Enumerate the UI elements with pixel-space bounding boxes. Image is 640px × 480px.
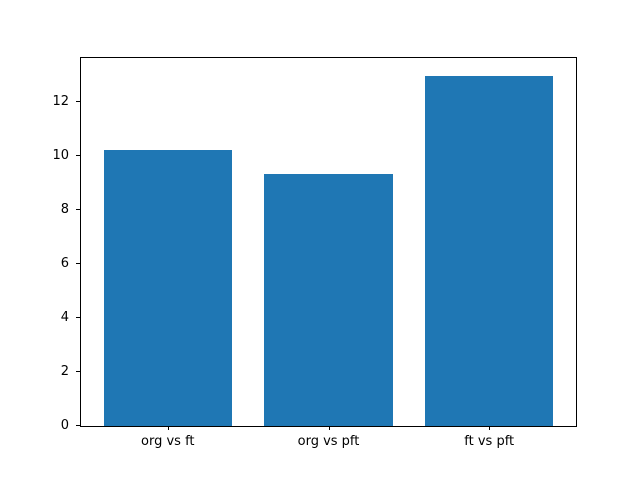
- y-tick-label: 12: [52, 94, 69, 110]
- y-axis-tick-mark: [76, 317, 80, 319]
- x-tick-label-org-vs-pft: org vs pft: [297, 434, 360, 449]
- bar-ft-vs-pft: [424, 75, 554, 426]
- plot-inner: 0 2 4 6 8 10 12 org vs ft org vs pft ft vs pft: [52, 58, 576, 449]
- plot-area: 0 2 4 6 8 10 12 org vs ft org vs pft ft vs pft: [52, 57, 577, 449]
- y-axis-tick-mark: [76, 263, 80, 265]
- x-axis-tick-mark: [489, 426, 491, 430]
- y-tick-label: 4: [60, 310, 69, 326]
- x-tick-label-org-vs-ft: org vs ft: [141, 434, 195, 449]
- x-axis-tick-mark: [328, 426, 330, 430]
- x-tick-label-ft-vs-pft: ft vs pft: [464, 434, 515, 449]
- bar-org-vs-pft: [264, 173, 393, 426]
- y-axis-tick-mark: [76, 371, 80, 373]
- bar-org-vs-ft: [103, 149, 233, 426]
- y-axis-tick-mark: [76, 209, 80, 211]
- y-axis-tick-mark: [76, 101, 80, 103]
- y-tick-label: 8: [60, 202, 69, 218]
- y-tick-label: 6: [60, 256, 69, 272]
- y-tick-label: 2: [60, 364, 69, 380]
- y-tick-label: 0: [60, 418, 69, 433]
- y-axis-tick-mark: [76, 425, 80, 426]
- x-axis-tick-mark: [167, 426, 169, 430]
- y-axis-tick-mark: [76, 155, 80, 157]
- y-tick-label: 10: [52, 148, 69, 164]
